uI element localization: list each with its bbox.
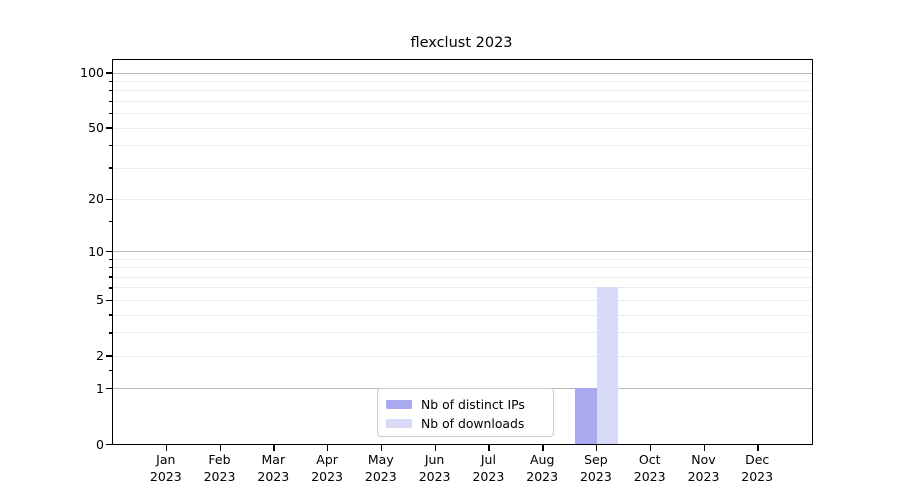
x-tick	[434, 444, 436, 451]
y-major-tick	[106, 250, 112, 253]
major-gridline	[113, 251, 812, 252]
x-tick-label: Dec 2023	[741, 452, 774, 484]
minor-gridline	[113, 287, 812, 289]
plot-area	[112, 59, 813, 445]
x-tick	[703, 444, 705, 451]
legend-entry: Nb of distinct IPs	[386, 395, 545, 414]
minor-gridline	[113, 299, 812, 301]
minor-gridline	[113, 355, 812, 357]
x-tick-label: May 2023	[364, 452, 397, 484]
y-minor-tick	[108, 314, 112, 316]
y-minor-tick	[108, 100, 112, 103]
minor-gridline	[113, 145, 812, 147]
x-tick-label: Jan 2023	[149, 452, 182, 484]
y-tick-label: 5	[96, 292, 104, 308]
legend-swatch	[386, 419, 412, 428]
x-tick-label: Oct 2023	[633, 452, 666, 484]
legend-entry-label: Nb of distinct IPs	[421, 397, 525, 412]
x-tick	[165, 444, 168, 451]
y-minor-tick	[108, 287, 112, 289]
y-tick-label: 2	[96, 348, 104, 364]
y-major-tick	[106, 388, 112, 390]
y-minor-tick	[108, 220, 112, 222]
y-major-tick	[106, 299, 112, 301]
x-tick-label: Aug 2023	[526, 452, 559, 484]
y-minor-tick	[108, 167, 112, 169]
x-tick	[595, 444, 598, 451]
minor-gridline	[113, 314, 812, 316]
y-minor-tick	[108, 276, 112, 278]
x-tick	[649, 444, 652, 451]
y-minor-tick	[108, 144, 112, 147]
y-tick-label: 20	[88, 191, 104, 207]
minor-gridline	[113, 167, 812, 169]
minor-gridline	[113, 80, 812, 82]
y-major-tick	[106, 127, 112, 129]
y-major-tick	[106, 72, 112, 74]
y-tick-label: 1	[96, 380, 104, 396]
y-minor-tick	[108, 332, 112, 334]
y-minor-tick	[108, 112, 112, 115]
minor-gridline	[113, 127, 812, 129]
y-tick-label: 0	[96, 436, 104, 452]
x-tick	[757, 444, 759, 451]
y-minor-tick	[108, 90, 112, 92]
minor-gridline	[113, 100, 812, 102]
minor-gridline	[113, 198, 812, 200]
x-tick-label: Sep 2023	[579, 452, 612, 484]
x-tick-label: Jun 2023	[418, 452, 451, 484]
y-tick-label: 50	[88, 120, 104, 135]
x-tick	[327, 444, 329, 451]
legend-entry: Nb of downloads	[386, 414, 545, 433]
minor-gridline	[113, 332, 812, 334]
minor-gridline	[113, 113, 812, 115]
minor-gridline	[113, 267, 812, 269]
x-tick-label: Jul 2023	[472, 452, 505, 484]
x-tick	[542, 444, 544, 451]
y-tick-label: 100	[80, 65, 104, 80]
minor-gridline	[113, 258, 812, 260]
y-minor-tick	[108, 80, 112, 83]
x-tick	[273, 444, 275, 451]
y-minor-tick	[108, 370, 112, 372]
minor-gridline	[113, 90, 812, 92]
y-minor-tick	[108, 266, 112, 269]
y-major-tick	[106, 198, 112, 201]
x-tick-label: Mar 2023	[257, 452, 290, 484]
major-gridline	[113, 72, 812, 74]
bar-nb-of-downloads	[596, 287, 619, 444]
x-tick-label: Feb 2023	[203, 452, 236, 484]
minor-gridline	[113, 276, 812, 278]
x-tick	[488, 444, 490, 451]
x-tick	[380, 444, 383, 451]
x-tick-label: Apr 2023	[311, 452, 343, 484]
legend: Nb of distinct IPs Nb of downloads	[377, 388, 554, 437]
legend-entry-label: Nb of downloads	[421, 416, 525, 431]
y-tick-label: 10	[88, 243, 104, 259]
y-major-tick	[106, 443, 112, 446]
chart-title: flexclust 2023	[410, 35, 513, 51]
x-tick	[219, 444, 221, 451]
y-minor-tick	[108, 258, 112, 260]
y-major-tick	[106, 355, 112, 357]
bar-nb-of-distinct-ips	[575, 388, 597, 444]
x-tick-label: Nov 2023	[687, 452, 720, 484]
legend-swatch	[386, 400, 412, 409]
